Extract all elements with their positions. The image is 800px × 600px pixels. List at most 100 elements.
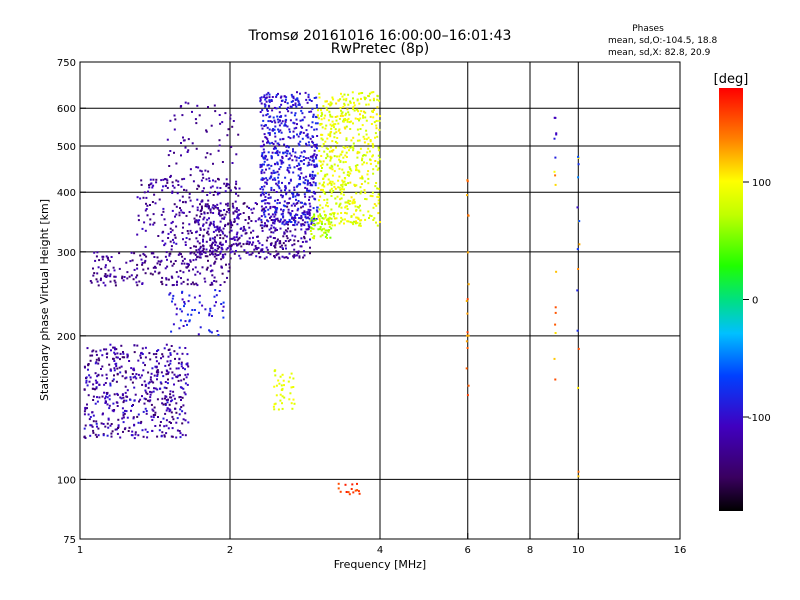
data-point xyxy=(356,98,359,101)
data-point xyxy=(175,421,178,424)
data-point xyxy=(196,206,199,209)
data-point xyxy=(346,208,349,210)
data-point xyxy=(166,179,169,182)
data-point xyxy=(308,144,311,147)
data-point xyxy=(335,146,337,149)
data-point xyxy=(272,205,275,208)
data-point xyxy=(86,407,88,410)
data-point xyxy=(328,110,331,113)
data-point xyxy=(170,275,173,278)
data-point xyxy=(183,257,186,260)
data-point xyxy=(223,216,226,219)
data-point xyxy=(555,132,558,135)
data-point xyxy=(318,92,321,95)
data-point xyxy=(285,155,288,157)
data-point xyxy=(95,435,98,438)
data-point xyxy=(211,237,214,240)
data-point xyxy=(314,122,317,125)
data-point xyxy=(112,378,115,381)
data-point xyxy=(286,125,289,128)
data-point xyxy=(105,401,107,403)
data-point xyxy=(268,128,271,131)
data-point xyxy=(319,204,322,207)
data-point xyxy=(121,356,124,359)
data-point xyxy=(359,209,362,212)
data-point xyxy=(304,195,307,198)
data-point xyxy=(126,277,129,280)
data-point xyxy=(202,238,204,241)
data-point xyxy=(261,229,264,232)
data-point xyxy=(141,395,143,398)
data-point xyxy=(340,206,343,209)
data-point xyxy=(108,394,111,397)
data-point xyxy=(352,491,355,494)
data-point xyxy=(107,258,110,261)
data-point xyxy=(466,347,469,349)
data-point xyxy=(160,213,163,216)
data-point xyxy=(233,221,236,223)
data-point xyxy=(143,397,146,400)
data-point xyxy=(127,430,130,432)
data-point xyxy=(282,215,285,218)
data-point xyxy=(364,180,367,183)
data-point xyxy=(178,357,181,360)
data-point xyxy=(175,205,178,208)
data-point xyxy=(211,206,214,209)
data-point xyxy=(375,119,378,122)
data-point xyxy=(196,209,199,212)
data-point xyxy=(214,206,217,209)
data-point xyxy=(338,175,341,178)
data-point xyxy=(304,213,307,216)
data-point xyxy=(263,213,266,216)
data-point xyxy=(190,313,193,316)
data-point xyxy=(100,368,102,370)
data-point xyxy=(283,124,286,127)
data-point xyxy=(344,119,347,122)
data-point xyxy=(208,180,211,182)
data-point xyxy=(306,187,309,190)
data-point xyxy=(179,432,182,435)
data-point xyxy=(180,105,183,107)
data-point xyxy=(277,180,280,183)
data-point xyxy=(185,266,188,269)
data-point xyxy=(112,266,115,269)
data-point xyxy=(325,233,328,236)
data-point xyxy=(304,186,307,189)
data-point xyxy=(220,303,223,305)
data-point xyxy=(203,212,206,215)
data-point xyxy=(181,290,184,293)
data-point xyxy=(89,280,92,282)
data-point xyxy=(147,386,150,389)
data-point xyxy=(320,118,323,121)
data-point xyxy=(214,248,217,251)
data-point xyxy=(261,109,264,112)
data-point xyxy=(212,162,214,165)
data-point xyxy=(235,153,238,156)
data-point xyxy=(352,147,355,150)
data-point xyxy=(209,330,212,333)
data-point xyxy=(133,344,136,347)
data-point xyxy=(265,93,268,96)
data-point xyxy=(345,212,348,215)
data-point xyxy=(201,207,203,210)
data-point xyxy=(182,378,185,381)
data-point xyxy=(271,141,274,144)
data-point xyxy=(374,185,377,188)
data-point xyxy=(292,150,294,153)
data-point xyxy=(266,138,269,141)
data-point xyxy=(216,228,219,230)
data-point xyxy=(150,415,153,418)
data-point xyxy=(178,199,181,202)
data-point xyxy=(168,403,171,406)
data-point xyxy=(212,230,215,233)
data-point xyxy=(338,167,341,170)
data-point xyxy=(171,371,174,374)
data-point xyxy=(317,215,320,218)
data-point xyxy=(334,128,337,131)
data-point xyxy=(174,118,177,121)
data-point xyxy=(106,257,109,259)
data-point xyxy=(175,225,178,228)
data-point xyxy=(132,367,135,370)
data-point xyxy=(278,382,281,385)
data-point xyxy=(372,219,375,221)
